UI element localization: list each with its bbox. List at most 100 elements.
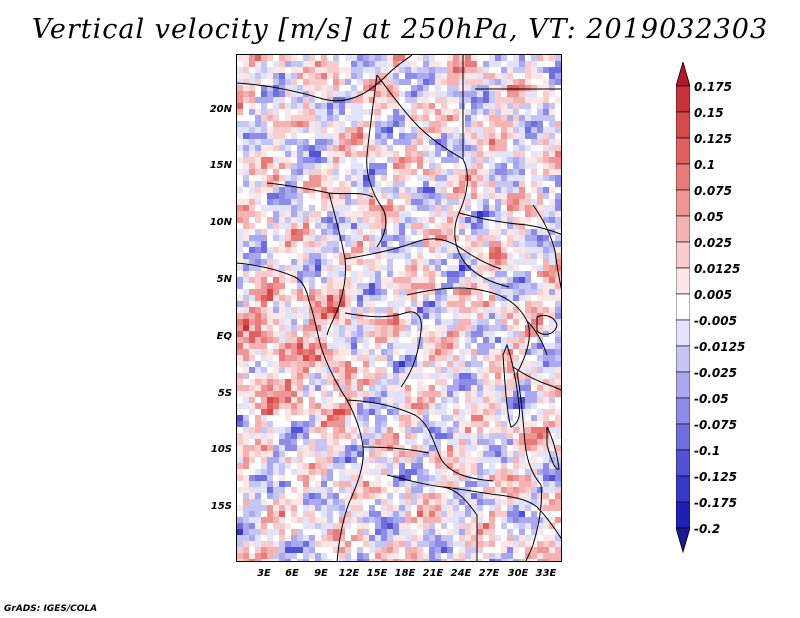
field-cell <box>279 115 285 121</box>
field-cell <box>255 523 261 529</box>
field-cell <box>561 511 562 517</box>
field-cell <box>441 241 447 247</box>
field-cell <box>555 109 561 115</box>
field-cell <box>513 199 519 205</box>
field-cell <box>291 403 297 409</box>
field-cell <box>249 247 255 253</box>
field-cell <box>411 169 417 175</box>
field-cell <box>549 385 555 391</box>
field-cell <box>297 517 303 523</box>
field-cell <box>417 523 423 529</box>
field-cell <box>417 457 423 463</box>
field-cell <box>405 469 411 475</box>
field-cell <box>345 421 351 427</box>
field-cell <box>561 121 562 127</box>
field-cell <box>465 115 471 121</box>
field-cell <box>333 331 339 337</box>
field-cell <box>465 469 471 475</box>
field-cell <box>399 559 405 561</box>
field-cell <box>561 217 562 223</box>
field-cell <box>351 145 357 151</box>
lat-tick-label: 10S <box>210 444 232 455</box>
field-cell <box>555 421 561 427</box>
field-cell <box>237 493 243 499</box>
field-cell <box>477 313 483 319</box>
field-cell <box>399 121 405 127</box>
field-cell <box>507 91 513 97</box>
field-cell <box>357 415 363 421</box>
field-cell <box>483 511 489 517</box>
field-cell <box>423 511 429 517</box>
field-cell <box>297 85 303 91</box>
field-cell <box>537 259 543 265</box>
field-cell <box>417 355 423 361</box>
field-cell <box>429 439 435 445</box>
field-cell <box>333 205 339 211</box>
field-cell <box>555 313 561 319</box>
field-cell <box>435 439 441 445</box>
field-cell <box>423 295 429 301</box>
field-cell <box>333 463 339 469</box>
field-cell <box>561 355 562 361</box>
field-cell <box>459 439 465 445</box>
field-cell <box>279 439 285 445</box>
field-cell <box>489 517 495 523</box>
field-cell <box>495 523 501 529</box>
field-cell <box>411 115 417 121</box>
field-cell <box>543 217 549 223</box>
field-cell <box>525 547 531 553</box>
field-cell <box>537 451 543 457</box>
field-cell <box>291 559 297 561</box>
field-cell <box>483 553 489 559</box>
field-cell <box>339 445 345 451</box>
field-cell <box>507 199 513 205</box>
field-cell <box>363 163 369 169</box>
field-cell <box>555 415 561 421</box>
field-cell <box>465 361 471 367</box>
field-cell <box>405 175 411 181</box>
field-cell <box>405 109 411 115</box>
field-cell <box>333 313 339 319</box>
field-cell <box>387 283 393 289</box>
field-cell <box>477 97 483 103</box>
field-cell <box>555 451 561 457</box>
field-cell <box>369 205 375 211</box>
field-cell <box>267 121 273 127</box>
field-cell <box>459 469 465 475</box>
field-cell <box>291 517 297 523</box>
field-cell <box>273 295 279 301</box>
field-cell <box>351 199 357 205</box>
field-cell <box>489 229 495 235</box>
field-cell <box>351 325 357 331</box>
field-cell <box>279 163 285 169</box>
field-cell <box>393 451 399 457</box>
field-cell <box>327 499 333 505</box>
field-cell <box>513 457 519 463</box>
field-cell <box>555 409 561 415</box>
field-cell <box>369 559 375 561</box>
field-cell <box>555 499 561 505</box>
field-cell <box>255 535 261 541</box>
field-cell <box>321 127 327 133</box>
field-cell <box>489 475 495 481</box>
field-cell <box>549 367 555 373</box>
field-cell <box>537 97 543 103</box>
field-cell <box>435 205 441 211</box>
field-cell <box>465 325 471 331</box>
field-cell <box>393 205 399 211</box>
field-cell <box>303 151 309 157</box>
field-cell <box>333 487 339 493</box>
field-cell <box>315 493 321 499</box>
field-cell <box>255 187 261 193</box>
field-cell <box>399 373 405 379</box>
field-cell <box>351 385 357 391</box>
field-cell <box>387 349 393 355</box>
field-cell <box>327 379 333 385</box>
field-cell <box>315 373 321 379</box>
field-cell <box>393 187 399 193</box>
field-cell <box>261 301 267 307</box>
field-cell <box>417 493 423 499</box>
field-cell <box>435 73 441 79</box>
field-cell <box>375 499 381 505</box>
field-cell <box>453 253 459 259</box>
